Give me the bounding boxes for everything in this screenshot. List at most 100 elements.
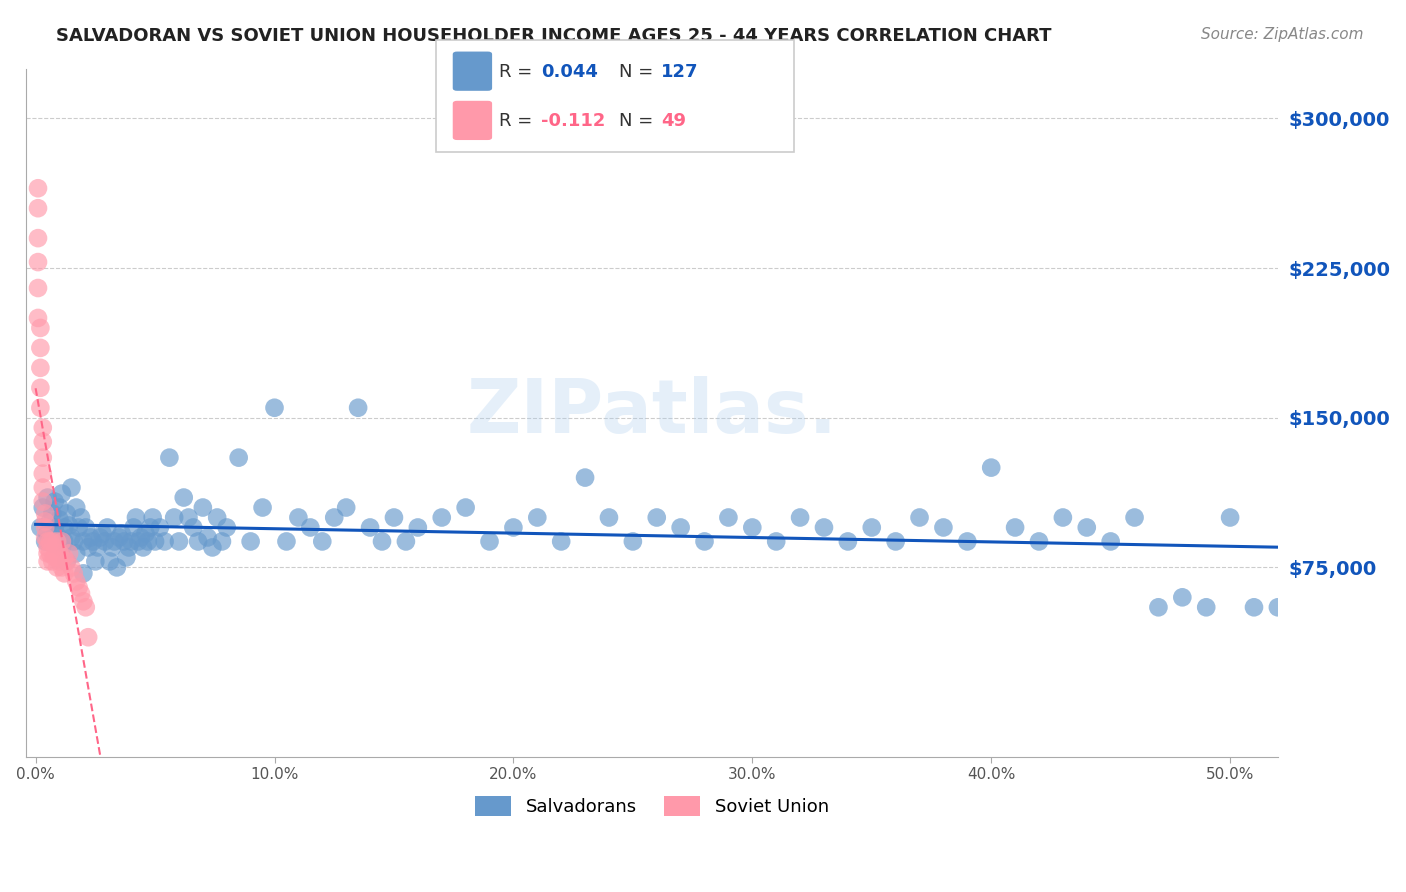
Point <box>1243 600 1265 615</box>
Point <box>103 534 125 549</box>
Point <box>48 546 70 560</box>
Point <box>693 534 716 549</box>
Point <box>276 534 298 549</box>
Point <box>205 510 228 524</box>
Point <box>526 510 548 524</box>
Point <box>406 520 429 534</box>
Point <box>197 531 219 545</box>
Point <box>41 554 63 568</box>
Point <box>173 491 195 505</box>
Point <box>311 534 333 549</box>
Point <box>1076 520 1098 534</box>
Point <box>72 534 94 549</box>
Point <box>27 255 49 269</box>
Point <box>41 507 63 521</box>
Point <box>89 531 111 545</box>
Point <box>347 401 370 415</box>
Point <box>75 520 97 534</box>
Point <box>335 500 357 515</box>
Point <box>51 541 73 555</box>
Point <box>139 520 162 534</box>
Point <box>55 554 77 568</box>
Point <box>55 554 77 568</box>
Point <box>30 321 52 335</box>
Point <box>211 534 233 549</box>
Point <box>31 500 53 515</box>
Point <box>129 531 152 545</box>
Point <box>63 534 86 549</box>
Point <box>371 534 394 549</box>
Point <box>789 510 811 524</box>
Point <box>72 594 94 608</box>
Point <box>51 534 73 549</box>
Point <box>60 560 83 574</box>
Point <box>39 546 62 560</box>
Point <box>60 531 83 545</box>
Point <box>44 520 66 534</box>
Point <box>53 550 76 565</box>
Text: Source: ZipAtlas.com: Source: ZipAtlas.com <box>1201 27 1364 42</box>
Point <box>115 550 138 565</box>
Point <box>1291 591 1313 605</box>
Point <box>82 534 104 549</box>
Point <box>27 201 49 215</box>
Point <box>1123 510 1146 524</box>
Text: ZIPatlas.: ZIPatlas. <box>467 376 838 450</box>
Text: 0.044: 0.044 <box>541 63 598 81</box>
Text: SALVADORAN VS SOVIET UNION HOUSEHOLDER INCOME AGES 25 - 44 YEARS CORRELATION CHA: SALVADORAN VS SOVIET UNION HOUSEHOLDER I… <box>56 27 1052 45</box>
Point <box>201 541 224 555</box>
Point <box>46 528 69 542</box>
Point <box>34 520 56 534</box>
Point <box>1004 520 1026 534</box>
Point <box>120 534 142 549</box>
Point <box>96 520 118 534</box>
Point <box>1099 534 1122 549</box>
Text: R =: R = <box>499 112 538 130</box>
Point <box>94 534 117 549</box>
Point <box>323 510 346 524</box>
Point <box>215 520 238 534</box>
Point <box>53 520 76 534</box>
Point <box>67 520 90 534</box>
Point <box>149 520 172 534</box>
Point <box>41 536 63 550</box>
Point <box>765 534 787 549</box>
Point <box>30 381 52 395</box>
Point <box>44 550 66 565</box>
Point <box>382 510 405 524</box>
Point <box>91 526 114 541</box>
Point <box>454 500 477 515</box>
Text: N =: N = <box>619 63 658 81</box>
Point <box>1195 600 1218 615</box>
Point <box>478 534 501 549</box>
Point <box>87 541 110 555</box>
Point <box>157 450 180 465</box>
Point <box>44 541 66 555</box>
Point <box>51 560 73 574</box>
Point <box>125 510 148 524</box>
Point <box>177 510 200 524</box>
Point <box>181 520 204 534</box>
Point <box>37 546 59 560</box>
Point <box>239 534 262 549</box>
Point <box>908 510 931 524</box>
Point <box>77 630 100 644</box>
Point <box>31 467 53 481</box>
Point <box>143 534 166 549</box>
Point <box>167 534 190 549</box>
Point <box>153 534 176 549</box>
Point <box>118 541 141 555</box>
Point <box>1052 510 1074 524</box>
Point <box>136 534 159 549</box>
Point <box>717 510 740 524</box>
Point <box>60 481 83 495</box>
Point <box>53 534 76 549</box>
Point <box>1171 591 1194 605</box>
Point <box>598 510 620 524</box>
Point <box>884 534 907 549</box>
Point <box>191 500 214 515</box>
Point <box>30 360 52 375</box>
Point <box>127 534 149 549</box>
Point <box>430 510 453 524</box>
Point <box>79 531 101 545</box>
